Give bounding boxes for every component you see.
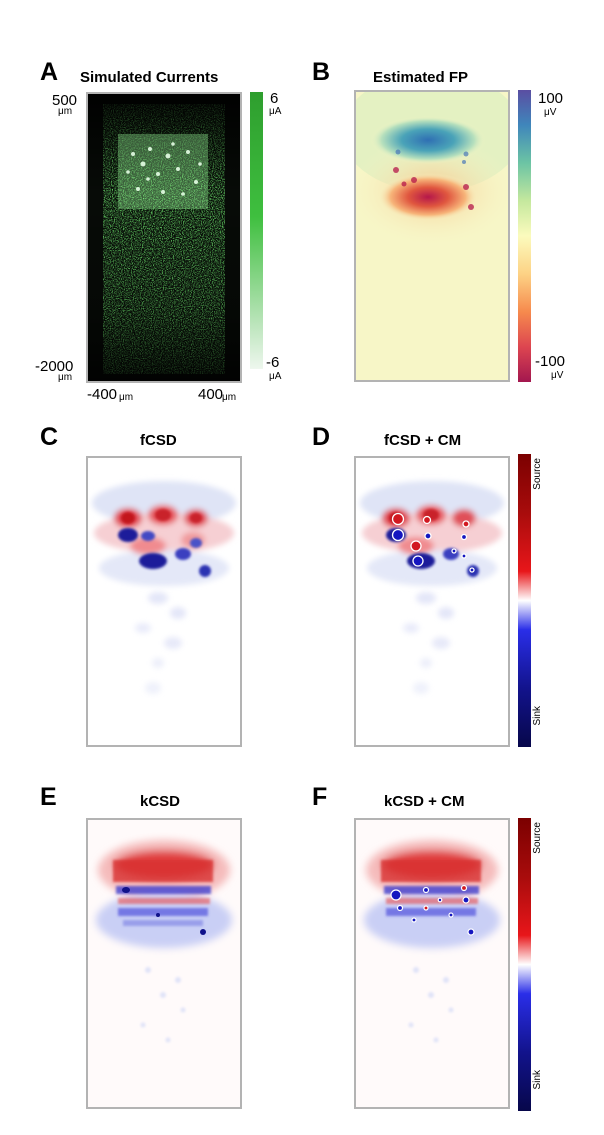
cbar-source-label-bottom: Source (532, 822, 543, 857)
cbar-sink-label-bottom: Sink (532, 1070, 543, 1092)
panel-d-title: fCSD + CM (384, 432, 462, 449)
kcsd-cm-plot (354, 818, 510, 1109)
panel-b-letter: B (312, 58, 331, 86)
cbar-sink-label-top: Sink (532, 706, 543, 728)
y-axis-bottom-label: -2000 (35, 358, 74, 375)
cbar-sink-text-f: Sink (532, 1070, 543, 1090)
simulated-currents-plot (86, 92, 242, 383)
fp-cbar-max-unit: μV (544, 107, 557, 118)
fp-cbar-min: -100 (535, 353, 566, 370)
panel-e-letter: E (40, 783, 57, 811)
x-axis-left-label: -400 (87, 386, 118, 403)
panel-d-letter: D (312, 423, 331, 451)
fp-colorbar (518, 90, 531, 382)
panel-b-title: Estimated FP (373, 69, 469, 86)
panel-a-letter: A (40, 58, 59, 86)
kcsd-image (96, 840, 232, 1043)
panel-c-letter: C (40, 423, 59, 451)
cbar-sink-text: Sink (532, 706, 543, 726)
fcsd-cm-image (360, 481, 504, 694)
current-cbar-max-unit: μA (269, 106, 282, 117)
panel-f-title: kCSD + CM (384, 793, 465, 810)
kcsd-cm-image (364, 840, 500, 1043)
panel-c-title: fCSD (140, 432, 177, 449)
y-axis-bottom-unit: μm (58, 372, 73, 383)
panel-a-title: Simulated Currents (80, 69, 219, 86)
y-axis-top-unit: μm (58, 106, 73, 117)
fcsd-cm-plot (354, 456, 510, 747)
estimated-fp-plot (354, 90, 510, 382)
panel-e-title: kCSD (140, 793, 181, 810)
current-cbar-min: -6 (266, 354, 280, 371)
y-axis-top-label: 500 (52, 92, 78, 109)
fcsd-plot (86, 456, 242, 747)
x-axis-right-unit: μm (222, 392, 237, 403)
estimated-fp-image (356, 92, 508, 247)
panel-f-letter: F (312, 783, 328, 811)
current-colorbar (250, 92, 263, 369)
x-axis-left-unit: μm (119, 392, 134, 403)
csd-colorbar-top (518, 454, 531, 747)
fp-cbar-max: 100 (538, 90, 564, 107)
cbar-source-text-f: Source (532, 822, 543, 854)
current-cbar-min-unit: μA (269, 371, 282, 382)
fcsd-image (92, 481, 236, 694)
simulated-currents-image (88, 94, 240, 381)
fp-cbar-min-unit: μV (551, 370, 564, 381)
cbar-source-text: Source (532, 458, 543, 490)
x-axis-right-label: 400 (198, 386, 224, 403)
csd-colorbar-bottom (518, 818, 531, 1111)
kcsd-plot (86, 818, 242, 1109)
cbar-source-label-top: Source (532, 458, 543, 493)
current-cbar-max: 6 (270, 90, 279, 107)
